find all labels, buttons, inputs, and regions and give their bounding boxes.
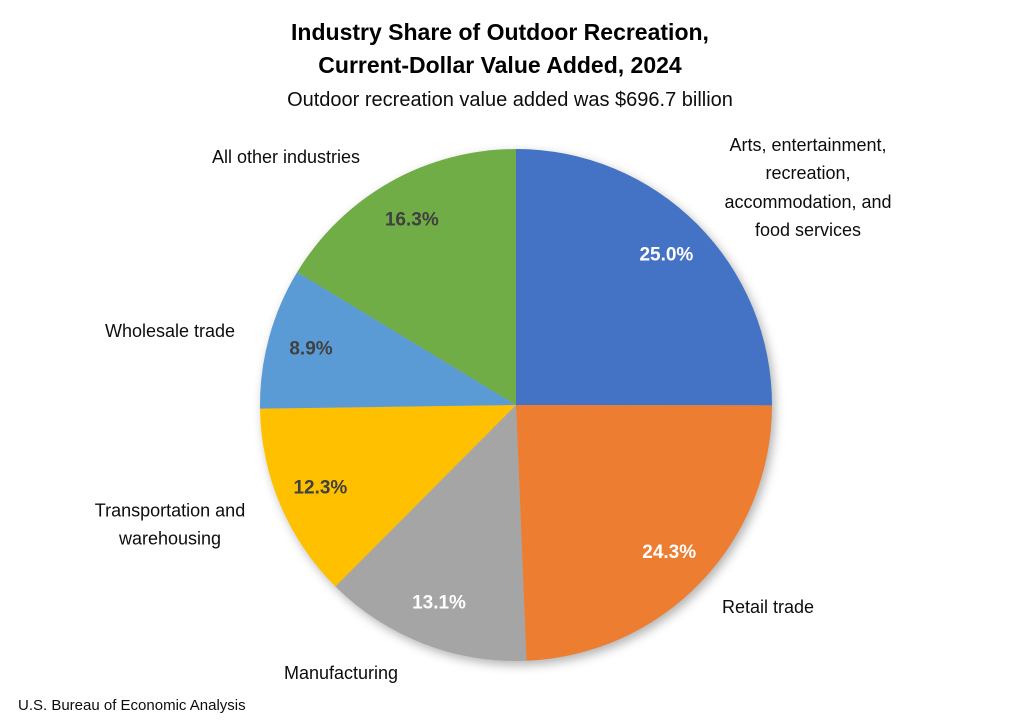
slice-value-label-1: 24.3% <box>642 542 696 563</box>
slice-value-label-4: 8.9% <box>289 339 332 360</box>
chart-subtitle: Outdoor recreation value added was $696.… <box>287 89 733 111</box>
pie-slice-0 <box>516 149 773 406</box>
slice-value-label-2: 13.1% <box>412 593 466 614</box>
pie-slice-4 <box>260 272 516 409</box>
category-label-2: Manufacturing <box>283 662 399 683</box>
pie-slice-1 <box>516 405 772 661</box>
category-label-3: Transportation and warehousing <box>94 500 246 549</box>
slice-value-labels: 25.0% 24.3% 13.1% 12.3% 8.9% 16.3% <box>289 209 696 613</box>
slice-value-label-0: 25.0% <box>639 244 693 265</box>
pie-slice-5 <box>297 149 516 405</box>
slice-value-label-5: 16.3% <box>385 209 439 230</box>
source-note: U.S. Bureau of Economic Analysis <box>18 697 246 714</box>
category-label-4: Wholesale trade <box>104 320 236 341</box>
category-label-5: All other industries <box>211 146 361 167</box>
pie-slice-2 <box>335 405 527 662</box>
pie-slices <box>260 149 773 662</box>
category-label-1: Retail trade <box>721 596 815 617</box>
chart-title-line2: Current-Dollar Value Added, 2024 <box>318 52 682 78</box>
category-label-0: Arts, entertainment, recreation, accommo… <box>724 135 892 241</box>
chart-title-line1: Industry Share of Outdoor Recreation, <box>291 19 709 45</box>
pie-slice-3 <box>260 405 516 587</box>
slice-value-label-3: 12.3% <box>293 477 347 498</box>
chart-title: Industry Share of Outdoor Recreation, Cu… <box>0 16 1000 82</box>
